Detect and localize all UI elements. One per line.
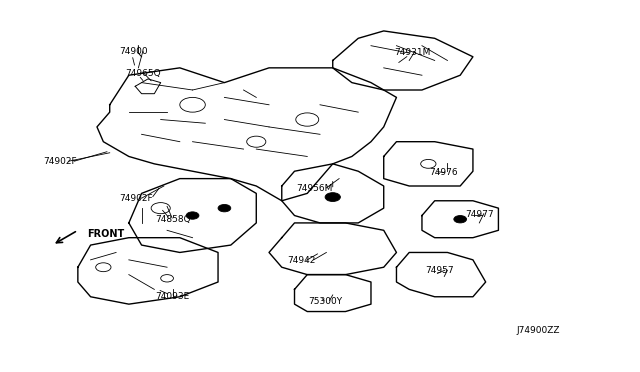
Text: 75300Y: 75300Y — [308, 297, 342, 306]
Text: 74977: 74977 — [465, 210, 494, 219]
Circle shape — [218, 205, 231, 212]
Circle shape — [186, 212, 199, 219]
Text: 74902F: 74902F — [119, 194, 153, 203]
Text: 74931M: 74931M — [394, 48, 430, 57]
Text: 74957: 74957 — [425, 266, 454, 275]
Text: 74902F: 74902F — [43, 157, 76, 166]
Text: J74900ZZ: J74900ZZ — [516, 326, 560, 335]
Text: 74976: 74976 — [429, 168, 458, 177]
Circle shape — [325, 193, 340, 202]
Text: 74900: 74900 — [119, 47, 148, 56]
Text: FRONT: FRONT — [88, 229, 125, 239]
Text: 74093E: 74093E — [156, 292, 190, 301]
Circle shape — [454, 215, 467, 223]
Text: 74956M: 74956M — [296, 184, 332, 193]
Text: 74965Q: 74965Q — [125, 69, 161, 78]
Text: 74858Q: 74858Q — [156, 215, 191, 224]
Text: 74942: 74942 — [287, 256, 316, 265]
